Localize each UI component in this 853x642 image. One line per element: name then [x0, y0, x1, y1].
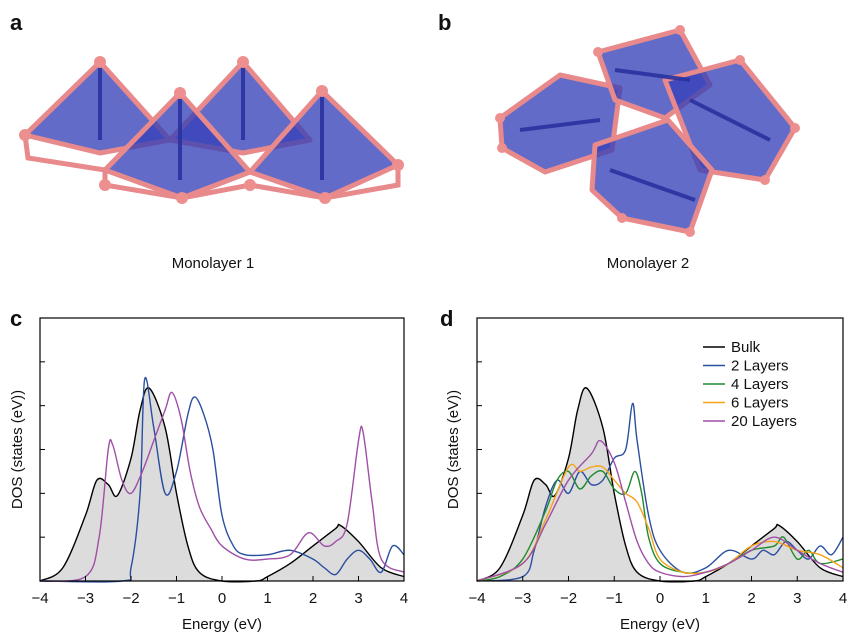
- x-tick-label: 3: [354, 590, 362, 607]
- panel-caption: Monolayer 1: [172, 255, 255, 272]
- y-axis-label: DOS (states (eV)): [445, 390, 462, 509]
- x-tick-label: −1: [606, 590, 623, 607]
- x-tick-label: 0: [656, 590, 664, 607]
- x-tick-label: −4: [468, 590, 485, 607]
- panel-letter: b: [438, 10, 451, 35]
- line: [39, 376, 405, 583]
- area: [477, 387, 843, 582]
- x-tick-label: 4: [839, 590, 847, 607]
- x-tick-label: −2: [122, 590, 139, 607]
- line: [476, 463, 844, 582]
- y-axis-label: DOS (states (eV)): [9, 390, 26, 509]
- x-tick-label: −3: [514, 590, 531, 607]
- structure-b: [495, 25, 800, 237]
- x-axis-label: Energy (eV): [182, 616, 262, 633]
- line: [476, 387, 844, 583]
- panel-letter: d: [440, 306, 453, 331]
- legend-label: Bulk: [731, 339, 761, 356]
- x-tick-label: 2: [747, 590, 755, 607]
- legend-label: 4 Layers: [731, 376, 789, 393]
- legend-label: 2 Layers: [731, 358, 789, 375]
- area: [40, 387, 404, 582]
- x-axis-label: Energy (eV): [620, 616, 700, 633]
- x-tick-label: 2: [309, 590, 317, 607]
- x-tick-label: 1: [263, 590, 271, 607]
- legend-label: 20 Layers: [731, 413, 797, 430]
- x-tick-label: −2: [560, 590, 577, 607]
- x-tick-label: 0: [218, 590, 226, 607]
- x-tick-label: −3: [77, 590, 94, 607]
- panel-caption: Monolayer 2: [607, 255, 690, 272]
- x-tick-label: 4: [400, 590, 408, 607]
- line: [476, 439, 844, 582]
- line: [39, 391, 405, 582]
- x-tick-label: −1: [168, 590, 185, 607]
- panel-letter: c: [10, 306, 22, 331]
- x-tick-label: −4: [31, 590, 48, 607]
- x-tick-label: 1: [702, 590, 710, 607]
- x-tick-label: 3: [793, 590, 801, 607]
- structure-a: [19, 56, 404, 204]
- panel-letter: a: [10, 10, 23, 35]
- line: [476, 470, 844, 582]
- legend-label: 6 Layers: [731, 395, 789, 412]
